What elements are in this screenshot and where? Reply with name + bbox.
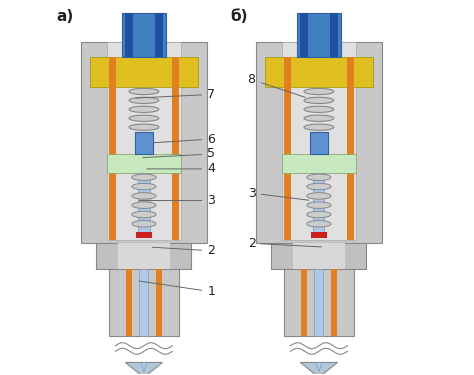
Ellipse shape: [307, 211, 331, 218]
Bar: [282, 154, 356, 173]
Ellipse shape: [304, 124, 334, 130]
Bar: [265, 57, 373, 87]
Polygon shape: [141, 363, 147, 372]
Bar: [297, 12, 341, 57]
Ellipse shape: [132, 220, 156, 227]
Ellipse shape: [307, 202, 331, 208]
Bar: [90, 57, 198, 87]
Ellipse shape: [132, 202, 156, 208]
Bar: [136, 232, 152, 238]
Bar: [156, 269, 162, 336]
Ellipse shape: [129, 97, 159, 104]
Bar: [283, 57, 291, 240]
Text: б): б): [231, 9, 248, 24]
Bar: [81, 42, 207, 243]
Bar: [255, 42, 382, 243]
Bar: [331, 269, 337, 336]
Text: 1: 1: [139, 281, 215, 298]
Bar: [122, 12, 166, 57]
Text: 3: 3: [139, 194, 215, 207]
Ellipse shape: [304, 115, 334, 122]
Ellipse shape: [307, 174, 331, 180]
Ellipse shape: [307, 183, 331, 190]
Bar: [107, 154, 181, 173]
Bar: [282, 42, 356, 240]
Text: 6: 6: [154, 133, 215, 146]
Text: 2: 2: [248, 237, 322, 250]
Bar: [272, 243, 366, 269]
Ellipse shape: [129, 88, 159, 94]
Bar: [97, 243, 191, 269]
Text: 7: 7: [136, 88, 215, 101]
Ellipse shape: [129, 124, 159, 130]
Ellipse shape: [132, 174, 156, 180]
Text: а): а): [56, 9, 73, 24]
Text: 4: 4: [147, 162, 215, 176]
Ellipse shape: [132, 183, 156, 190]
Text: 3: 3: [248, 187, 309, 200]
Bar: [107, 42, 181, 240]
Ellipse shape: [129, 115, 159, 122]
Ellipse shape: [132, 211, 156, 218]
Ellipse shape: [304, 97, 334, 104]
Bar: [135, 132, 153, 154]
Polygon shape: [316, 363, 322, 372]
Bar: [109, 269, 179, 336]
Bar: [330, 12, 337, 57]
Bar: [109, 57, 116, 240]
Bar: [314, 269, 323, 336]
Polygon shape: [125, 363, 163, 375]
Bar: [126, 269, 132, 336]
Text: 2: 2: [152, 244, 215, 257]
Polygon shape: [300, 363, 337, 375]
Ellipse shape: [304, 88, 334, 94]
Bar: [310, 132, 328, 154]
Bar: [118, 243, 170, 269]
Ellipse shape: [307, 220, 331, 227]
Bar: [138, 172, 149, 236]
Bar: [125, 12, 133, 57]
Bar: [310, 232, 327, 238]
Ellipse shape: [129, 106, 159, 112]
Bar: [313, 172, 325, 236]
Bar: [300, 12, 308, 57]
Bar: [301, 269, 307, 336]
Bar: [139, 269, 148, 336]
Text: 5: 5: [143, 147, 215, 160]
Bar: [155, 12, 163, 57]
Text: 8: 8: [247, 73, 305, 97]
Ellipse shape: [304, 106, 334, 112]
Ellipse shape: [307, 193, 331, 199]
Bar: [172, 57, 179, 240]
Bar: [347, 57, 354, 240]
Bar: [293, 243, 345, 269]
Bar: [284, 269, 354, 336]
Ellipse shape: [132, 193, 156, 199]
